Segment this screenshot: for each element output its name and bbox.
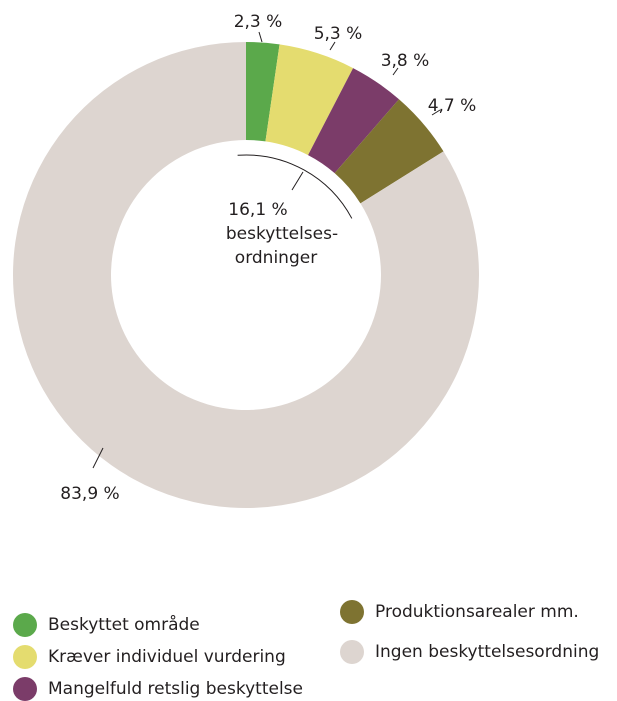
donut-segment: [12, 42, 479, 508]
leader-line: [92, 447, 104, 469]
legend-swatch: [13, 613, 37, 637]
donut-segment: [334, 99, 444, 204]
donut-segment: [308, 68, 399, 174]
legend-swatch: [13, 645, 37, 669]
annotation: beskyttelses-: [226, 224, 338, 244]
legend-label: Produktionsarealer mm.: [375, 602, 579, 622]
annotation-arc: [237, 154, 353, 219]
value-label: 5,3 %: [314, 24, 363, 44]
leader-line: [258, 31, 263, 43]
annotation: ordninger: [235, 248, 317, 268]
legend-swatch: [340, 640, 364, 664]
value-label: 2,3 %: [234, 12, 283, 32]
leader-line: [392, 67, 399, 76]
annotation: 16,1 %: [228, 200, 287, 220]
legend-label: Mangelfuld retslig beskyttelse: [48, 679, 303, 699]
value-label: 83,9 %: [60, 484, 119, 504]
leader-line: [329, 41, 336, 51]
leader-line: [291, 171, 304, 191]
donut-segment: [246, 42, 280, 142]
legend-label: Kræver individuel vurdering: [48, 647, 286, 667]
legend-swatch: [13, 677, 37, 701]
value-label: 4,7 %: [428, 96, 477, 116]
donut-segment: [265, 44, 354, 156]
leader-line: [431, 109, 441, 116]
value-label: 3,8 %: [381, 51, 430, 71]
legend-label: Ingen beskyttelsesordning: [375, 642, 599, 662]
legend-label: Beskyttet område: [48, 614, 200, 635]
legend-swatch: [340, 600, 364, 624]
